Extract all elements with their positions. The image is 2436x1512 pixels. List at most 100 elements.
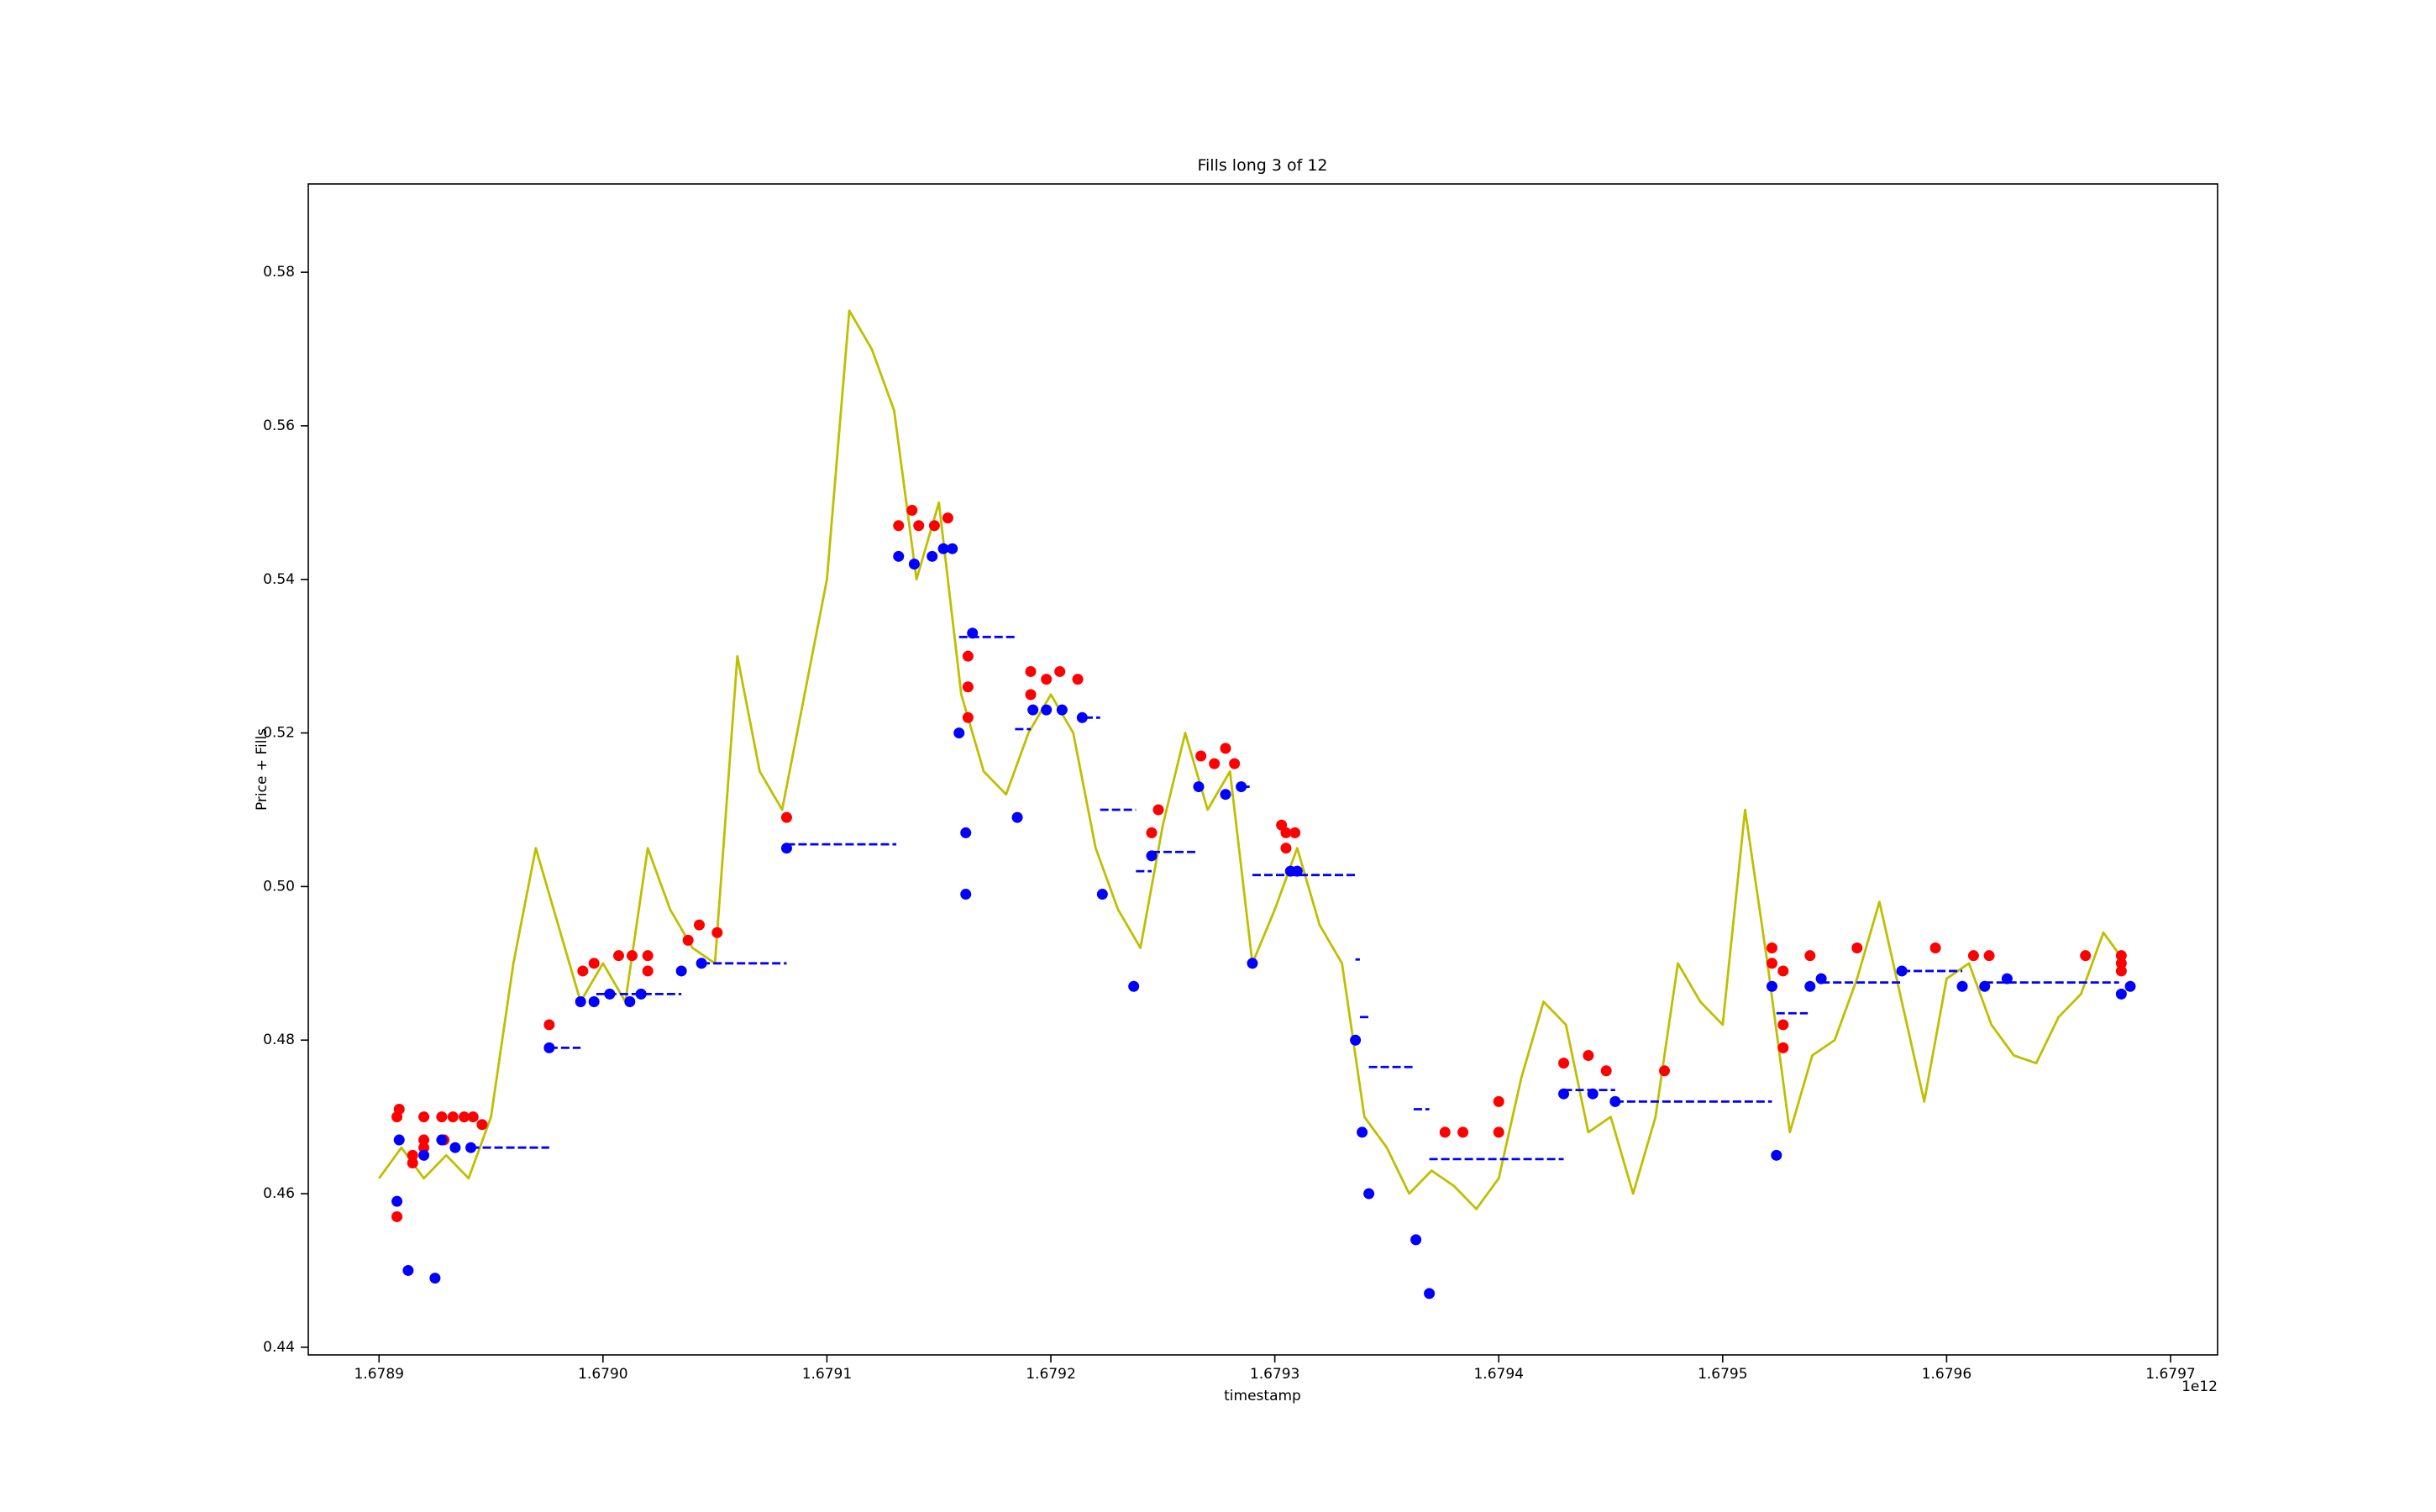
y-tick-label: 0.56 — [263, 417, 295, 434]
fill-point — [711, 927, 723, 938]
y-tick-label: 0.58 — [263, 264, 295, 281]
fill-point — [1291, 865, 1303, 877]
fill-point — [1289, 827, 1301, 838]
fill-point — [575, 996, 586, 1008]
fill-point — [913, 520, 925, 532]
fill-point — [436, 1111, 448, 1123]
x-tick-label: 1.6793 — [1250, 1366, 1299, 1383]
fill-point — [1777, 1019, 1789, 1031]
fill-point — [1600, 1065, 1612, 1077]
fill-point — [613, 950, 625, 962]
fill-point — [418, 1149, 430, 1161]
fill-point — [1983, 950, 1995, 962]
fill-point — [429, 1273, 441, 1284]
y-axis-label: Price + Fills — [254, 728, 270, 811]
fill-point — [1410, 1234, 1422, 1246]
fill-point — [391, 1195, 403, 1207]
fill-point — [1457, 1126, 1469, 1138]
fill-point — [1493, 1126, 1504, 1138]
fill-point — [906, 504, 918, 516]
fill-point — [1025, 665, 1037, 677]
x-tick-label: 1.6796 — [1922, 1366, 1971, 1383]
fill-point — [1236, 781, 1247, 793]
fill-point — [577, 965, 589, 977]
fill-point — [476, 1119, 488, 1131]
fill-point — [391, 1210, 403, 1222]
fill-point — [960, 827, 972, 838]
fill-point — [1777, 965, 1789, 977]
fill-point — [908, 558, 920, 570]
fill-point — [1247, 958, 1258, 969]
fill-point — [407, 1149, 418, 1161]
x-tick-label: 1.6792 — [1026, 1366, 1075, 1383]
fill-point — [447, 1111, 459, 1123]
fill-point — [642, 950, 654, 962]
fill-point — [1041, 674, 1053, 685]
fill-point — [780, 843, 792, 854]
fill-point — [393, 1134, 405, 1146]
fill-point — [1096, 889, 1108, 900]
fill-point — [962, 681, 974, 693]
x-offset-label: 1e12 — [2181, 1378, 2218, 1395]
fill-point — [893, 520, 905, 532]
fill-point — [1072, 674, 1084, 685]
x-tick-label: 1.6789 — [354, 1366, 404, 1383]
fill-point — [1054, 665, 1066, 677]
fill-point — [1896, 965, 1908, 977]
fill-point — [604, 988, 616, 1000]
fill-point — [1146, 850, 1158, 862]
fill-point — [1195, 750, 1207, 762]
fill-point — [962, 711, 974, 723]
fill-point — [947, 543, 958, 554]
fill-point — [1956, 980, 1968, 992]
y-tick-label: 0.44 — [263, 1339, 295, 1356]
fill-point — [543, 1019, 555, 1031]
fill-point — [1280, 843, 1292, 854]
fill-point — [693, 919, 705, 931]
fill-point — [967, 627, 979, 639]
fill-point — [1851, 942, 1863, 954]
y-tick-label: 0.48 — [263, 1032, 295, 1048]
fill-point — [407, 1157, 418, 1168]
fill-point — [1766, 980, 1777, 992]
fill-point — [1152, 804, 1164, 816]
fill-point — [1815, 973, 1827, 984]
fill-point — [953, 727, 965, 739]
fill-point — [1609, 1095, 1621, 1107]
fill-point — [1041, 704, 1053, 716]
fill-point — [1771, 1149, 1782, 1161]
fill-point — [1583, 1050, 1594, 1062]
fill-point — [467, 1111, 479, 1123]
fill-point — [588, 958, 600, 969]
axes-frame — [307, 183, 2218, 1356]
fill-point — [635, 988, 647, 1000]
fill-point — [2080, 950, 2092, 962]
fill-point — [1280, 827, 1292, 838]
x-axis-label: timestamp — [1224, 1388, 1301, 1404]
fill-point — [1777, 1042, 1789, 1053]
fill-point — [1929, 942, 1941, 954]
y-tick-label: 0.54 — [263, 571, 295, 588]
fill-point — [543, 1042, 555, 1053]
fill-point — [937, 543, 949, 554]
fill-point — [682, 934, 694, 946]
fill-point — [1587, 1088, 1599, 1100]
fill-point — [1229, 758, 1241, 769]
fill-point — [436, 1134, 448, 1146]
fill-point — [418, 1111, 430, 1123]
fill-point — [449, 1142, 461, 1153]
fill-point — [642, 965, 654, 977]
chart-title: Fills long 3 of 12 — [1197, 156, 1327, 175]
fill-point — [1439, 1126, 1451, 1138]
fill-point — [1558, 1088, 1570, 1100]
fill-point — [1979, 980, 1991, 992]
fill-point — [1804, 980, 1816, 992]
fill-point — [2115, 950, 2127, 962]
fill-point — [1193, 781, 1205, 793]
fill-point — [624, 996, 636, 1008]
fill-point — [1350, 1034, 1362, 1046]
fill-point — [588, 996, 600, 1008]
